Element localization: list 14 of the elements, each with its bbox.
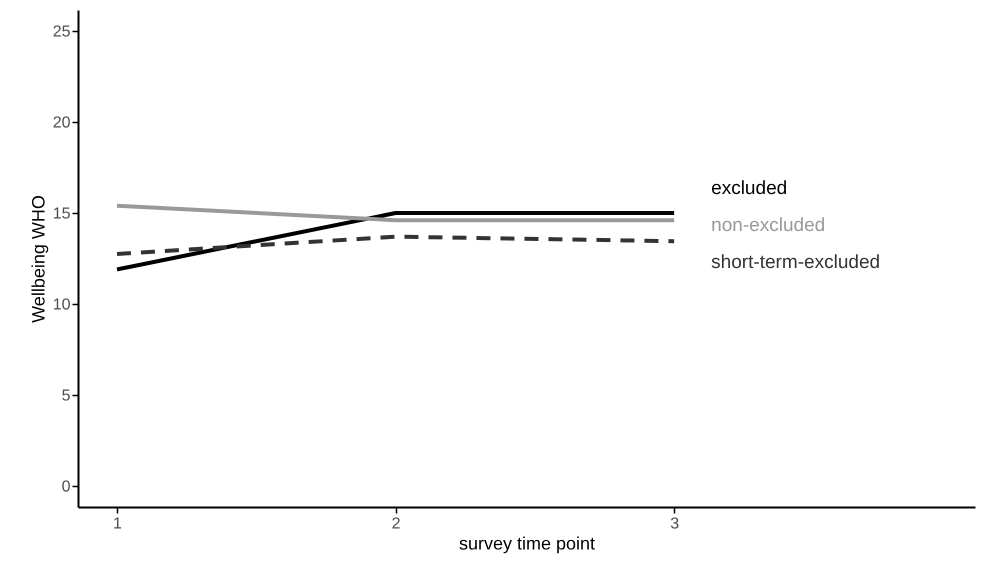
x-tick-label: 3 xyxy=(670,516,680,532)
text: excluded xyxy=(711,178,788,199)
y-tick-label: 10 xyxy=(52,296,71,314)
text: short-term-excluded xyxy=(711,252,880,273)
y-tick-label: 25 xyxy=(52,23,71,40)
y-axis-title: Wellbeing WHO xyxy=(28,195,49,323)
x-tick-label: 1 xyxy=(113,516,122,532)
y-tick-label: 0 xyxy=(62,478,71,496)
y-tick-label: 20 xyxy=(52,114,71,132)
x-axis-title: survey time point xyxy=(458,534,596,554)
y-tick-label: 5 xyxy=(62,388,71,405)
y-tick-label: 15 xyxy=(52,205,71,222)
series-label: non-excluded xyxy=(711,214,826,236)
x-tick-label: 2 xyxy=(392,516,401,532)
